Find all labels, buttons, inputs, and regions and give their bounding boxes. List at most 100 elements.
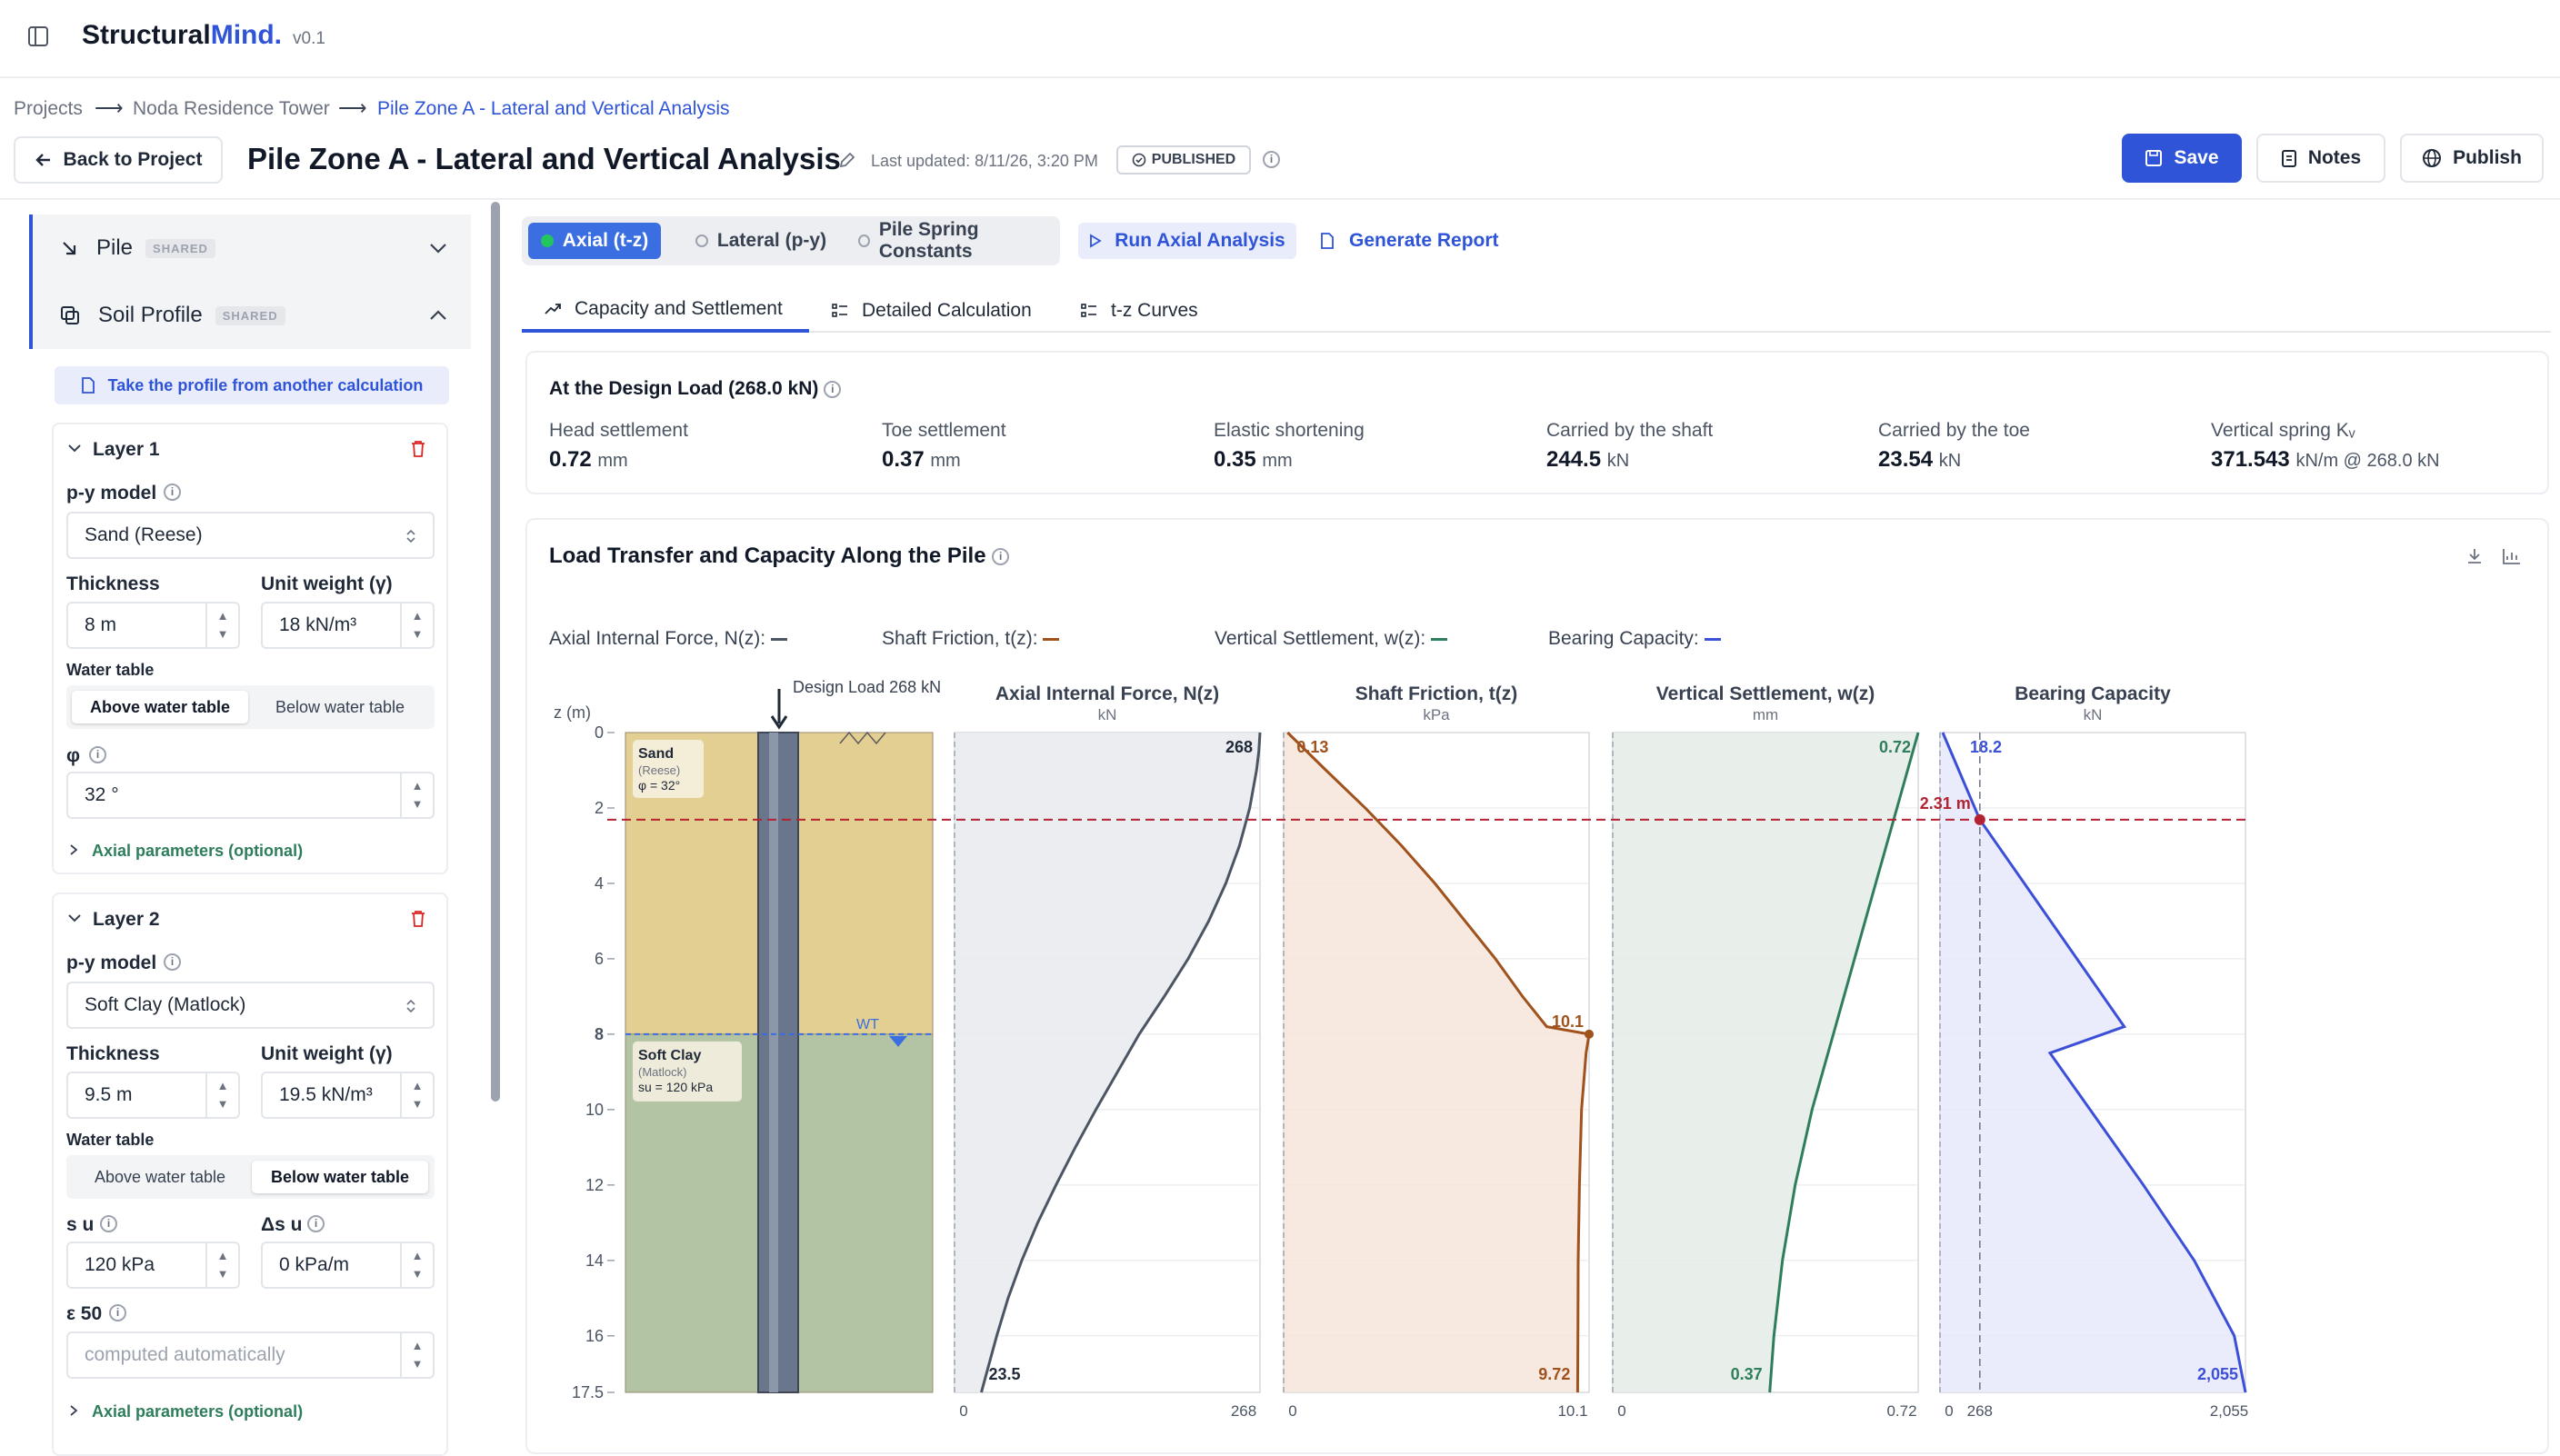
stepper[interactable]: ▲ ▼ xyxy=(205,1243,238,1287)
chevron-right-icon[interactable] xyxy=(69,843,78,856)
list-icon xyxy=(832,304,847,317)
eps50-input[interactable]: computed automatically ▲ ▼ xyxy=(66,1331,435,1379)
trash-icon[interactable] xyxy=(409,909,427,929)
tab-lateral[interactable]: Lateral (p-y) xyxy=(670,223,852,259)
py-model-select[interactable]: Soft Clay (Matlock) xyxy=(66,982,435,1029)
chevron-down-icon[interactable] xyxy=(67,913,82,922)
py-model-label: p-y model xyxy=(66,952,157,973)
shared-tag: SHARED xyxy=(145,238,215,258)
notes-button[interactable]: Notes xyxy=(2256,134,2385,183)
panel-unit: kN xyxy=(2084,706,2103,723)
status-dot-icon xyxy=(540,234,554,247)
info-icon[interactable]: i xyxy=(100,1215,117,1232)
summary-label: Vertical spring Kᵥ xyxy=(2211,420,2355,441)
legend-axial: Axial Internal Force, N(z): xyxy=(549,628,787,650)
trash-icon[interactable] xyxy=(409,439,427,459)
panel-unit: mm xyxy=(1753,706,1778,723)
status-badge: PUBLISHED xyxy=(1116,145,1251,175)
stepper[interactable]: ▲ ▼ xyxy=(400,773,433,817)
summary-label: Head settlement xyxy=(549,420,688,441)
run-axial-analysis-button[interactable]: Run Axial Analysis xyxy=(1078,223,1296,259)
thickness-input[interactable]: 8 m ▲ ▼ xyxy=(66,602,240,649)
save-icon xyxy=(2145,150,2163,166)
value-label-bottom: 9.72 xyxy=(1538,1365,1570,1383)
unit-weight-input[interactable]: 18 kN/m³ ▲ ▼ xyxy=(261,602,435,649)
unit-weight-input[interactable]: 19.5 kN/m³ ▲ ▼ xyxy=(261,1072,435,1119)
publish-button[interactable]: Publish xyxy=(2400,134,2544,183)
info-icon[interactable]: i xyxy=(89,746,106,763)
thickness-label: Thickness xyxy=(66,573,160,594)
axial-parameters-toggle[interactable]: Axial parameters (optional) xyxy=(92,1402,304,1421)
summary-value: 244.5 kN xyxy=(1546,447,1630,472)
tab-tz-curves[interactable]: t-z Curves xyxy=(1080,289,1198,333)
sidebar-toggle-icon[interactable] xyxy=(27,25,49,47)
chevron-updown-icon xyxy=(406,529,415,544)
tab-capacity-settlement[interactable]: Capacity and Settlement xyxy=(522,289,809,333)
stepper[interactable]: ▲ ▼ xyxy=(205,603,238,647)
water-table-label: Water table xyxy=(66,661,155,679)
design-depth-label: 2.31 m xyxy=(1920,794,1971,813)
report-icon xyxy=(1321,233,1334,249)
value-label-bottom: 0.37 xyxy=(1731,1365,1763,1383)
download-icon[interactable] xyxy=(2465,547,2484,565)
below-water-option[interactable]: Below water table xyxy=(275,697,405,716)
x-tick-label: 2,055 xyxy=(2210,1402,2249,1420)
series-line xyxy=(980,732,1262,1393)
take-profile-button[interactable]: Take the profile from another calculatio… xyxy=(55,366,449,404)
phi-input[interactable]: 32 ° ▲ ▼ xyxy=(66,772,435,819)
chart-icon[interactable] xyxy=(2502,547,2522,565)
info-icon[interactable]: i xyxy=(307,1215,325,1232)
breadcrumb-projects[interactable]: Projects xyxy=(14,98,83,119)
save-button[interactable]: Save xyxy=(2122,134,2242,183)
tab-spring-constants[interactable]: Pile Spring Constants xyxy=(858,219,1055,262)
info-icon[interactable]: i xyxy=(1263,151,1280,168)
info-icon[interactable]: i xyxy=(164,484,181,501)
info-icon[interactable]: i xyxy=(109,1304,126,1321)
panel-unit: kN xyxy=(1098,706,1117,723)
phi-label: φ xyxy=(66,745,81,766)
tab-axial[interactable]: Axial (t-z) xyxy=(528,223,661,259)
breadcrumb-project[interactable]: Noda Residence Tower xyxy=(133,98,330,119)
chevron-right-icon[interactable] xyxy=(69,1404,78,1417)
summary-label: Carried by the toe xyxy=(1878,420,2030,441)
stepper[interactable]: ▲ ▼ xyxy=(400,603,433,647)
stepper[interactable]: ▲ ▼ xyxy=(205,1073,238,1117)
below-water-option[interactable]: Below water table xyxy=(252,1161,428,1193)
delta-su-input[interactable]: 0 kPa/m ▲ ▼ xyxy=(261,1242,435,1289)
stepper[interactable]: ▲ ▼ xyxy=(400,1243,433,1287)
back-to-project-button[interactable]: Back to Project xyxy=(14,136,223,184)
legend-settlement: Vertical Settlement, w(z): xyxy=(1215,628,1448,650)
series-area xyxy=(1940,733,2245,1392)
chevron-down-icon[interactable] xyxy=(67,444,82,453)
chevron-up-icon[interactable] xyxy=(429,310,447,321)
breadcrumb-current[interactable]: Pile Zone A - Lateral and Vertical Analy… xyxy=(377,98,730,119)
tab-detailed-calculation[interactable]: Detailed Calculation xyxy=(831,289,1032,333)
x-tick-label: 0 xyxy=(1288,1402,1296,1420)
above-water-option[interactable]: Above water table xyxy=(72,691,248,723)
notes-icon xyxy=(2281,150,2296,167)
pile-accordion[interactable]: Pile SHARED xyxy=(29,214,471,282)
sidebar-scrollbar[interactable] xyxy=(491,202,500,1102)
info-icon[interactable]: i xyxy=(164,953,181,971)
water-table-icon xyxy=(889,1035,907,1047)
py-model-select[interactable]: Sand (Reese) xyxy=(66,512,435,559)
axial-parameters-toggle[interactable]: Axial parameters (optional) xyxy=(92,842,304,860)
su-input[interactable]: 120 kPa ▲ ▼ xyxy=(66,1242,240,1289)
generate-report-button[interactable]: Generate Report xyxy=(1320,223,1499,259)
stepper[interactable]: ▲ ▼ xyxy=(400,1333,433,1377)
edit-title-icon[interactable] xyxy=(838,151,856,169)
x-tick-label: 10.1 xyxy=(1557,1402,1587,1420)
panel-unit: kPa xyxy=(1423,706,1450,723)
water-table-toggle: Above water table Below water table xyxy=(66,1155,435,1199)
info-icon[interactable]: i xyxy=(992,548,1010,566)
thickness-input[interactable]: 9.5 m ▲ ▼ xyxy=(66,1072,240,1119)
depth-tick-label: 12 xyxy=(585,1176,604,1194)
globe-icon xyxy=(2423,149,2442,167)
chevron-down-icon[interactable] xyxy=(429,243,447,254)
stepper[interactable]: ▲ ▼ xyxy=(400,1073,433,1117)
water-table-toggle: Above water table Below water table xyxy=(66,685,435,729)
info-icon[interactable]: i xyxy=(824,380,842,398)
above-water-option[interactable]: Above water table xyxy=(94,1167,226,1186)
soil-label-model: (Reese) xyxy=(638,763,680,777)
soil-profile-accordion[interactable]: Soil Profile SHARED xyxy=(29,282,471,349)
